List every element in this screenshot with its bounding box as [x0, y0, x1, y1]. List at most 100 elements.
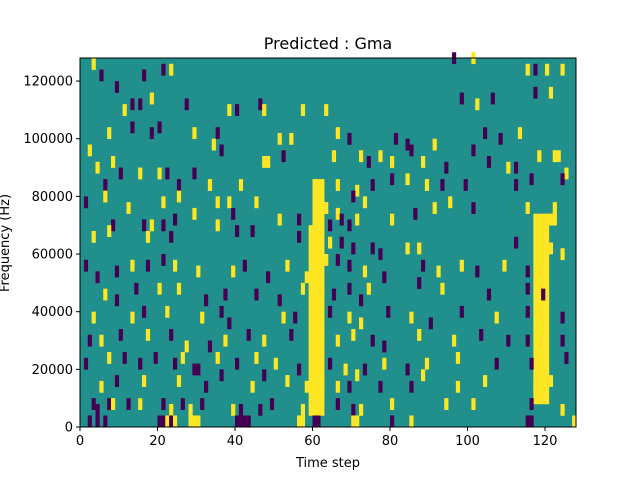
heatmap-cell: [246, 328, 251, 341]
heatmap-cell: [490, 92, 495, 105]
heatmap-cell: [130, 311, 135, 324]
heatmap-cell: [382, 340, 387, 353]
heatmap-cell: [304, 271, 309, 284]
heatmap-cell: [238, 179, 244, 191]
heatmap-cell: [502, 259, 507, 272]
heatmap-cell: [95, 403, 100, 416]
heatmap-cell: [440, 179, 445, 191]
heatmap-cell: [335, 254, 340, 266]
heatmap-cell: [157, 415, 162, 428]
heatmap-cell: [180, 398, 185, 411]
y-tick-label: 20000: [32, 363, 73, 378]
x-axis-label: Time step: [295, 456, 360, 471]
heatmap-cell: [219, 305, 224, 318]
heatmap-cell: [83, 259, 89, 272]
heatmap-cell: [432, 138, 437, 151]
heatmap-cell: [359, 294, 364, 307]
heatmap-cell: [130, 259, 135, 272]
heatmap-cell: [304, 380, 309, 393]
heatmap-cell: [405, 173, 410, 186]
heatmap-cell: [215, 352, 220, 364]
heatmap-cell: [343, 363, 348, 376]
heatmap-cell: [479, 328, 484, 341]
heatmap-cell: [161, 398, 166, 411]
heatmap-cell: [114, 81, 120, 93]
heatmap-cell: [87, 334, 92, 347]
heatmap-cell: [359, 403, 364, 416]
heatmap-cell: [192, 167, 197, 180]
heatmap-cell: [459, 305, 464, 318]
heatmap-cell: [107, 398, 112, 411]
heatmap-cell: [486, 156, 492, 168]
heatmap-cell: [223, 288, 228, 301]
heatmap-cell: [300, 415, 306, 428]
heatmap-cell: [107, 352, 112, 364]
heatmap-cell: [235, 357, 240, 370]
heatmap-cell: [111, 156, 116, 168]
heatmap-cell: [444, 398, 449, 411]
heatmap-cell: [227, 196, 232, 209]
y-tick-label: 0: [65, 421, 73, 436]
heatmap-cell: [145, 259, 151, 272]
heatmap-cell: [417, 328, 422, 341]
heatmap-cell: [173, 213, 178, 226]
heatmap-cell: [366, 282, 371, 295]
heatmap-cell: [347, 132, 352, 145]
heatmap-cell: [103, 415, 108, 428]
heatmap-cell: [161, 219, 166, 232]
heatmap-cell: [169, 415, 174, 428]
heatmap-cell: [475, 265, 480, 278]
heatmap-cell: [362, 265, 368, 278]
heatmap-cell: [471, 144, 476, 157]
heatmap-cell: [196, 265, 201, 278]
heatmap-cell: [281, 150, 286, 163]
heatmap-cell: [157, 282, 162, 295]
heatmap-cell: [459, 259, 464, 272]
heatmap-cell: [246, 415, 251, 428]
heatmap-cell: [138, 398, 143, 411]
heatmap-cell: [421, 369, 426, 382]
heatmap-cell: [525, 415, 530, 428]
heatmap-cell: [312, 415, 317, 428]
heatmap-cell: [494, 311, 499, 324]
heatmap-cell: [552, 213, 557, 226]
heatmap-cell: [328, 305, 333, 318]
heatmap-cell: [99, 380, 104, 393]
heatmap-cell: [331, 150, 337, 163]
heatmap-cell: [359, 317, 364, 330]
heatmap-cell: [390, 213, 395, 226]
heatmap-cell: [514, 161, 519, 174]
heatmap-cell: [525, 334, 530, 347]
heatmap-cell: [235, 225, 240, 238]
plot-area: [79, 52, 577, 428]
heatmap-cell: [328, 357, 333, 370]
heatmap-cell: [235, 104, 240, 116]
heatmap-cell: [448, 196, 453, 209]
heatmap-cell: [103, 190, 108, 203]
heatmap-cell: [355, 369, 360, 382]
heatmap-cell: [335, 207, 340, 220]
heatmap-cell: [114, 375, 120, 387]
heatmap-cell: [444, 161, 449, 174]
heatmap-cell: [351, 415, 356, 428]
heatmap-cell: [560, 63, 565, 76]
heatmap-cell: [173, 259, 178, 272]
heatmap-cell: [130, 121, 135, 134]
heatmap-cell: [324, 104, 329, 116]
heatmap-cell: [514, 236, 519, 249]
heatmap-cell: [111, 219, 116, 232]
heatmap-band: [308, 225, 313, 416]
heatmap-cell: [525, 305, 530, 318]
heatmap-cell: [142, 69, 147, 82]
heatmap-cell: [328, 219, 333, 232]
heatmap-cell: [266, 156, 271, 168]
heatmap-cell: [250, 380, 255, 393]
heatmap-cell: [390, 173, 395, 186]
x-tick-label: 60: [304, 434, 321, 449]
heatmap-cell: [273, 357, 278, 370]
heatmap-cell: [238, 415, 244, 428]
heatmap-cell: [281, 311, 286, 324]
heatmap-cell: [184, 98, 189, 111]
heatmap-cell: [335, 179, 340, 191]
heatmap-cell: [328, 236, 333, 249]
